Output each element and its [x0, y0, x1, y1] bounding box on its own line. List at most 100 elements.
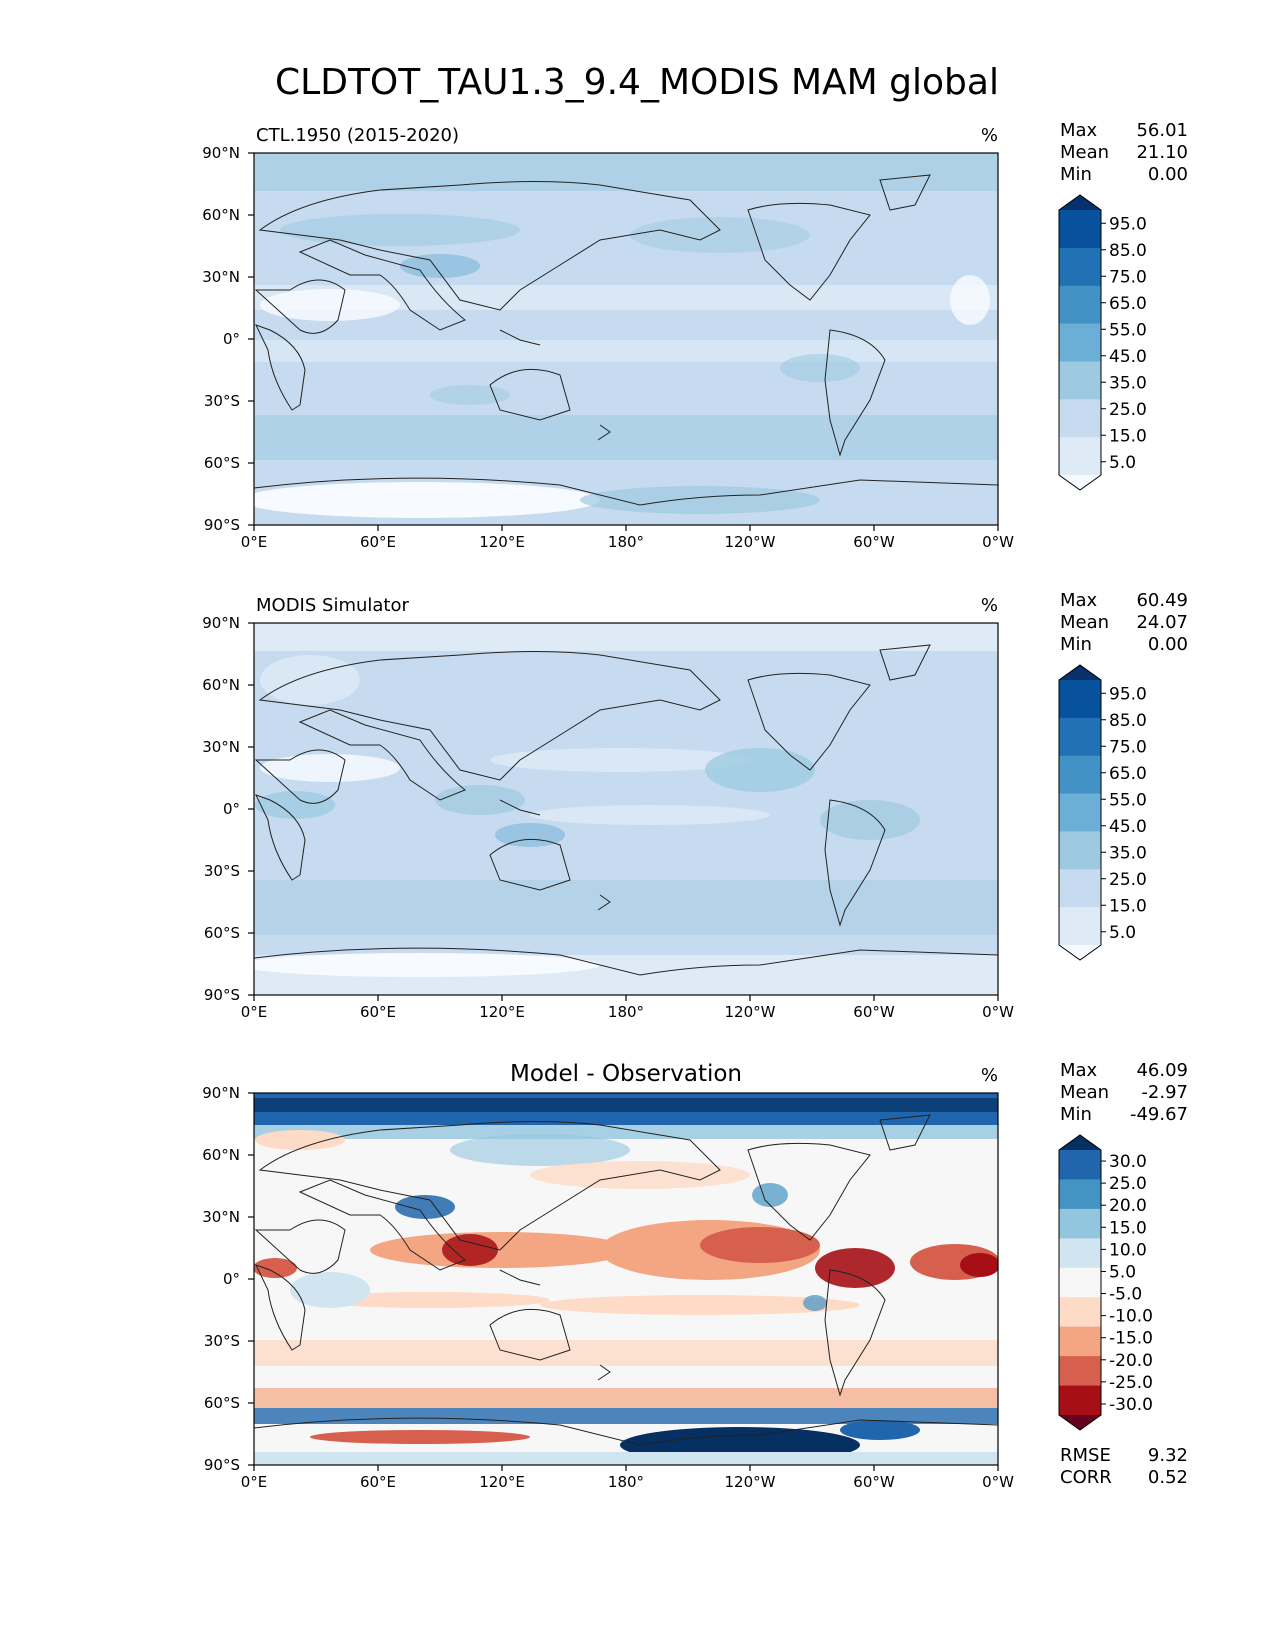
x-tick-label: 0°E: [241, 1473, 268, 1491]
colorbar-segment: [1059, 831, 1101, 870]
panel-2-map: [254, 623, 998, 995]
colorbar-segment: [1059, 907, 1101, 946]
y-tick-label: 90°N: [202, 1084, 240, 1102]
colorbar-segment: [1059, 247, 1101, 287]
colorbar-tick-label: 15.0: [1109, 426, 1147, 446]
x-tick-label: 60°W: [853, 1003, 895, 1021]
rmse-value: 9.32: [1148, 1445, 1188, 1466]
corr-label: CORR: [1060, 1467, 1112, 1488]
colorbar-segment: [1059, 1385, 1101, 1416]
colorbar-tick-label: 65.0: [1109, 764, 1147, 784]
panel-2-mean-label: Mean: [1060, 612, 1109, 633]
panel-1-units: %: [981, 125, 998, 146]
x-tick-label: 60°E: [360, 533, 396, 551]
x-tick-label: 120°W: [725, 1003, 776, 1021]
x-tick-label: 60°E: [360, 1473, 396, 1491]
x-tick-label: 180°: [608, 1473, 644, 1491]
colorbar-segment: [1059, 1238, 1101, 1269]
panel-1-min-value: 0.00: [1148, 164, 1188, 185]
colorbar-tick-label: 35.0: [1109, 373, 1147, 393]
y-tick-label: 60°N: [202, 676, 240, 694]
colorbar-tick-label: 10.0: [1109, 1240, 1147, 1260]
panel-2-min-value: 0.00: [1148, 634, 1188, 655]
colorbar-segment: [1059, 1179, 1101, 1210]
colorbar-tick-label: 85.0: [1109, 711, 1147, 731]
colorbar-segment: [1059, 323, 1101, 362]
x-tick-label: 120°W: [725, 1473, 776, 1491]
panel-1-mean-value: 21.10: [1136, 142, 1188, 163]
panel-2-title: MODIS Simulator: [256, 595, 409, 616]
panel-3-min-label: Min: [1060, 1104, 1092, 1125]
panel-2-units: %: [981, 595, 998, 616]
colorbar-tick-label: 75.0: [1109, 737, 1147, 757]
colorbar-tick-label: -10.0: [1109, 1307, 1153, 1327]
panel-2-mean-value: 24.07: [1136, 612, 1188, 633]
corr-value: 0.52: [1148, 1467, 1188, 1488]
y-tick-label: 30°N: [202, 1208, 240, 1226]
panel-3-max-value: 46.09: [1136, 1060, 1188, 1081]
colorbar-segment: [1059, 680, 1101, 719]
y-tick-label: 30°N: [202, 738, 240, 756]
colorbar-tick-label: -30.0: [1109, 1395, 1153, 1415]
colorbar-extend-bottom: [1059, 475, 1101, 490]
y-tick-label: 30°S: [204, 392, 240, 410]
colorbar-tick-label: 55.0: [1109, 320, 1147, 340]
panel-2: MODIS Simulator %: [202, 590, 1188, 1021]
colorbar-tick-label: 55.0: [1109, 790, 1147, 810]
panel-3: Model - Observation %: [202, 1060, 1188, 1491]
panel-3-colorbar: 30.025.020.015.010.05.0 -5.0-10.0-15.0-20…: [1058, 1134, 1153, 1431]
colorbar-segment: [1059, 1208, 1101, 1239]
panel-2-min-label: Min: [1060, 634, 1092, 655]
x-tick-label: 0°E: [241, 533, 268, 551]
y-tick-label: 90°S: [204, 1456, 240, 1474]
colorbar-extend-bottom: [1059, 945, 1101, 960]
x-tick-label: 0°E: [241, 1003, 268, 1021]
panel-1-map: [254, 153, 998, 525]
panel-1-mean-label: Mean: [1060, 142, 1109, 163]
panel-3-units: %: [981, 1065, 998, 1086]
y-tick-label: 30°S: [204, 1332, 240, 1350]
x-tick-label: 120°E: [479, 533, 525, 551]
panel-2-max-label: Max: [1060, 590, 1098, 611]
y-tick-label: 0°: [223, 330, 240, 348]
x-tick-label: 0°W: [982, 533, 1014, 551]
x-tick-label: 60°W: [853, 1473, 895, 1491]
colorbar-tick-label: 5.0: [1109, 453, 1136, 473]
colorbar-tick-label: 85.0: [1109, 241, 1147, 261]
panel-3-title: Model - Observation: [510, 1061, 742, 1087]
x-tick-label: 120°E: [479, 1473, 525, 1491]
colorbar-segment: [1059, 1356, 1101, 1387]
panel-3-mean-value: -2.97: [1141, 1082, 1188, 1103]
colorbar-tick-label: 25.0: [1109, 1174, 1147, 1194]
panel-3-min-value: -49.67: [1130, 1104, 1188, 1125]
x-tick-label: 60°W: [853, 533, 895, 551]
colorbar-tick-label: 45.0: [1109, 347, 1147, 367]
x-tick-label: 60°E: [360, 1003, 396, 1021]
colorbar-tick-label: 5.0: [1109, 1262, 1136, 1282]
colorbar-extend-bottom: [1059, 1415, 1101, 1430]
colorbar-extend-top: [1059, 1135, 1101, 1150]
panel-1: CTL.1950 (2015-2020) %: [202, 120, 1188, 551]
y-tick-label: 60°S: [204, 1394, 240, 1412]
panel-1-max-label: Max: [1060, 120, 1098, 141]
y-tick-label: 90°N: [202, 614, 240, 632]
x-tick-label: 120°E: [479, 1003, 525, 1021]
colorbar-tick-label: 65.0: [1109, 294, 1147, 314]
y-tick-label: 60°S: [204, 454, 240, 472]
y-tick-label: 30°S: [204, 862, 240, 880]
x-tick-label: 180°: [608, 1003, 644, 1021]
colorbar-segment: [1059, 1267, 1101, 1298]
panel-1-title: CTL.1950 (2015-2020): [256, 125, 459, 146]
colorbar-segment: [1059, 285, 1101, 325]
colorbar-segment: [1059, 210, 1101, 249]
colorbar-extend-top: [1059, 665, 1101, 680]
x-tick-label: 120°W: [725, 533, 776, 551]
colorbar-tick-label: 15.0: [1109, 896, 1147, 916]
colorbar-tick-label: 95.0: [1109, 214, 1147, 234]
colorbar-segment: [1059, 717, 1101, 757]
rmse-label: RMSE: [1060, 1445, 1111, 1466]
y-tick-label: 90°N: [202, 144, 240, 162]
colorbar-segment: [1059, 869, 1101, 908]
colorbar-tick-label: 20.0: [1109, 1196, 1147, 1216]
x-tick-label: 0°W: [982, 1003, 1014, 1021]
